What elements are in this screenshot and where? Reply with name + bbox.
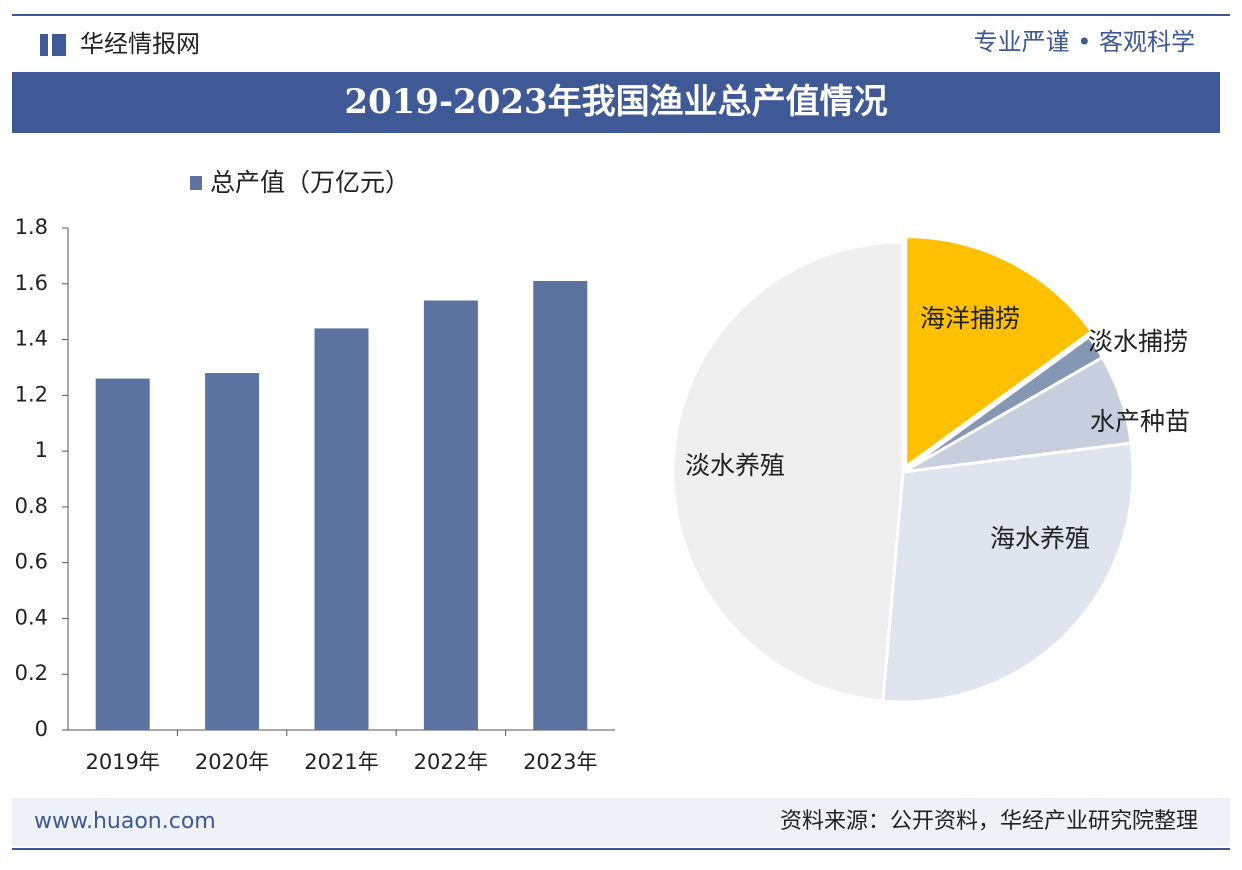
brand: 华经情报网 [80,30,200,58]
y-tick-label: 1.4 [15,327,48,351]
x-tick-label: 2023年 [523,750,597,774]
x-tick-label: 2022年 [414,750,488,774]
logo-mark [52,34,66,56]
footer-band [12,798,1230,846]
slice-label: 海水养殖 [990,524,1090,553]
y-tick-label: 1.8 [15,215,48,239]
y-tick-label: 0.2 [15,661,48,685]
bottom-rule [12,848,1230,850]
x-tick-label: 2019年 [85,750,159,774]
y-tick-label: 0.4 [15,605,48,629]
slice-label: 淡水养殖 [685,451,785,480]
legend-label: 总产值（万亿元） [210,168,410,197]
slice-label: 淡水捕捞 [1088,327,1188,356]
pie-slice [904,235,1094,470]
logo-mark [40,34,48,56]
title: 2019-2023年我国渔业总产值情况 [344,82,887,122]
bar [533,280,588,730]
y-tick-label: 1 [35,438,48,462]
title-bar [12,72,1220,133]
y-tick-label: 0.8 [15,494,48,518]
bar [423,300,478,730]
y-tick-label: 0.6 [15,550,48,574]
y-tick-label: 0 [35,717,48,741]
bar [314,328,369,730]
pie-slice [881,441,1135,704]
x-tick-label: 2020年 [195,750,269,774]
website: www.huaon.com [34,809,216,834]
y-tick-label: 1.6 [15,271,48,295]
y-tick-label: 1.2 [15,382,48,406]
legend-swatch [190,176,202,190]
charts: 0 0.2 0.4 0.6 0.8 1 1.2 1.4 1.6 1.8 总产值（万亿元） 2019年 2… [15,168,1190,774]
top-rule [12,14,1230,16]
pie-slice [671,240,905,703]
bar [205,373,260,730]
bar [95,378,150,730]
slogan: 专业严谨 • 客观科学 [974,28,1195,56]
slice-label: 海洋捕捞 [920,304,1020,333]
slice-label: 水产种苗 [1090,407,1190,436]
x-tick-label: 2021年 [304,750,378,774]
source: 资料来源：公开资料，华经产业研究院整理 [780,809,1198,834]
